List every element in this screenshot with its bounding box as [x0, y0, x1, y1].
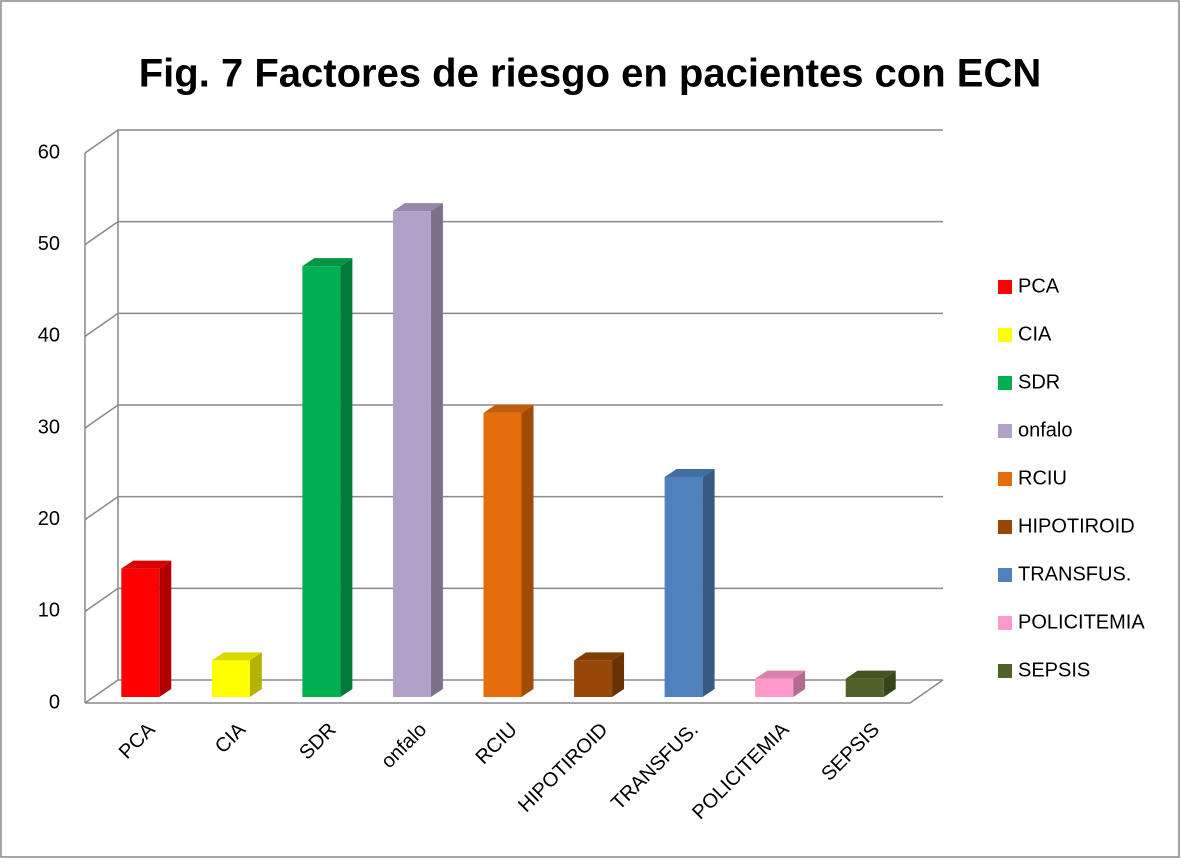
bar-front: [574, 660, 613, 697]
bar-top: [845, 670, 896, 679]
y-tick-label: 30: [38, 416, 60, 438]
bar: [845, 670, 896, 697]
bar: [574, 652, 625, 697]
legend-swatch: [998, 472, 1012, 486]
legend-label: TRANSFUS.: [1018, 563, 1131, 585]
legend-swatch: [998, 424, 1012, 438]
bar-top: [483, 404, 534, 413]
bar-top: [755, 670, 806, 679]
bar-side: [430, 203, 443, 697]
legend-label: PCA: [1018, 275, 1060, 297]
bar-side: [340, 258, 353, 697]
bar: [664, 469, 715, 697]
y-tick-label: 40: [38, 325, 60, 347]
legend-swatch: [998, 280, 1012, 294]
bar-front: [211, 660, 250, 697]
bar: [755, 670, 806, 697]
bar-front: [392, 211, 431, 697]
legend-label: SEPSIS: [1018, 659, 1090, 681]
bar: [483, 404, 534, 697]
grid-line: [84, 129, 943, 154]
legend-swatch: [998, 520, 1012, 534]
legend-swatch: [998, 616, 1012, 630]
bar-top: [392, 203, 443, 212]
floor: [85, 679, 944, 704]
bar-side: [612, 652, 625, 697]
bar-side: [702, 469, 715, 697]
bar-top: [574, 652, 625, 661]
y-tick-label: 10: [38, 600, 60, 622]
grid-line: [84, 220, 943, 246]
bar: [121, 560, 172, 697]
y-tick-label: 20: [38, 508, 60, 530]
legend-swatch: [998, 664, 1012, 678]
legend-swatch: [998, 568, 1012, 582]
bar-side: [249, 652, 262, 697]
bar-front: [302, 266, 341, 697]
bar-front: [845, 678, 884, 697]
legend-label: SDR: [1018, 371, 1060, 393]
bar: [392, 203, 443, 697]
legend-label: CIA: [1018, 323, 1052, 345]
y-tick-label: 0: [49, 691, 60, 713]
grid-line: [84, 404, 943, 429]
legend-label: POLICITEMIA: [1018, 611, 1145, 633]
legend-swatch: [998, 328, 1012, 342]
bar-side: [883, 670, 896, 697]
legend-label: RCIU: [1018, 467, 1067, 489]
y-tick-label: 50: [38, 233, 60, 255]
bar-side: [159, 560, 172, 697]
bar-front: [755, 678, 794, 697]
bar: [211, 652, 262, 697]
legend-label: onfalo: [1018, 419, 1073, 441]
bar-top: [664, 469, 715, 477]
legend-label: HIPOTIROID: [1018, 515, 1135, 537]
bar: [302, 258, 353, 697]
bar-side: [521, 404, 534, 697]
bar-top: [121, 560, 172, 569]
legend-swatch: [998, 376, 1012, 390]
y-tick-label: 60: [38, 141, 60, 163]
bar-front: [664, 477, 703, 697]
bar-front: [483, 412, 522, 697]
grid-line: [84, 312, 943, 337]
bar-top: [211, 652, 262, 661]
bar-top: [302, 258, 353, 267]
bar-side: [793, 670, 806, 697]
chart-title: Fig. 7 Factores de riesgo en pacientes c…: [139, 52, 1041, 96]
bar-front: [121, 568, 160, 697]
